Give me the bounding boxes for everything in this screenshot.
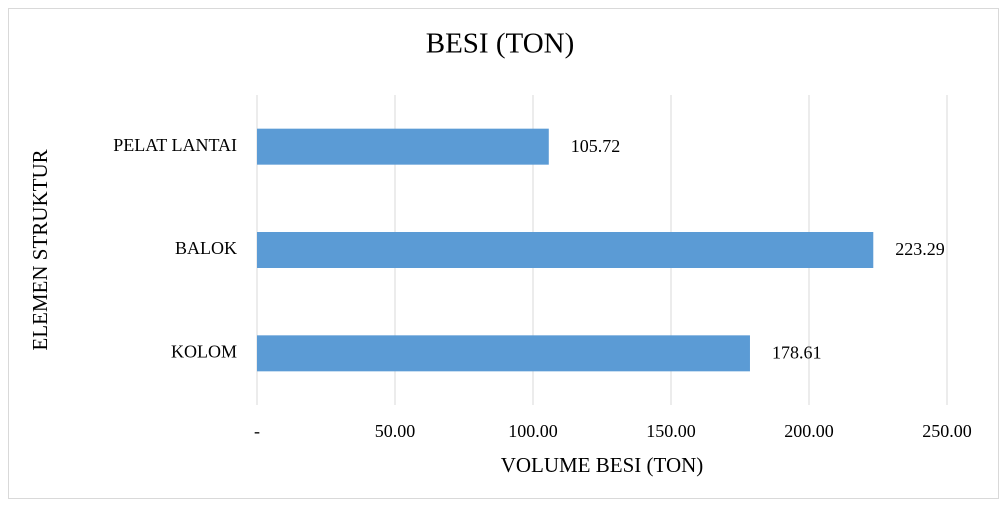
chart-title: BESI (TON) [426,28,574,60]
x-tick-label: 50.00 [375,421,416,441]
x-axis-title: VOLUME BESI (TON) [501,453,704,477]
x-tick-label: 250.00 [922,421,972,441]
x-tick-label: 150.00 [646,421,696,441]
y-axis-title: ELEMEN STRUKTUR [28,149,52,350]
y-tick-label: BALOK [175,238,237,258]
x-tick-label: - [254,421,260,441]
bar [257,232,874,268]
y-tick-label: KOLOM [171,341,237,361]
x-tick-label: 200.00 [784,421,834,441]
x-tick-label: 100.00 [508,421,558,441]
bar [257,128,549,165]
data-label: 223.29 [895,239,945,259]
bar [257,335,750,372]
data-label: 105.72 [571,136,621,156]
y-tick-label: PELAT LANTAI [113,135,237,155]
data-label: 178.61 [772,342,822,362]
